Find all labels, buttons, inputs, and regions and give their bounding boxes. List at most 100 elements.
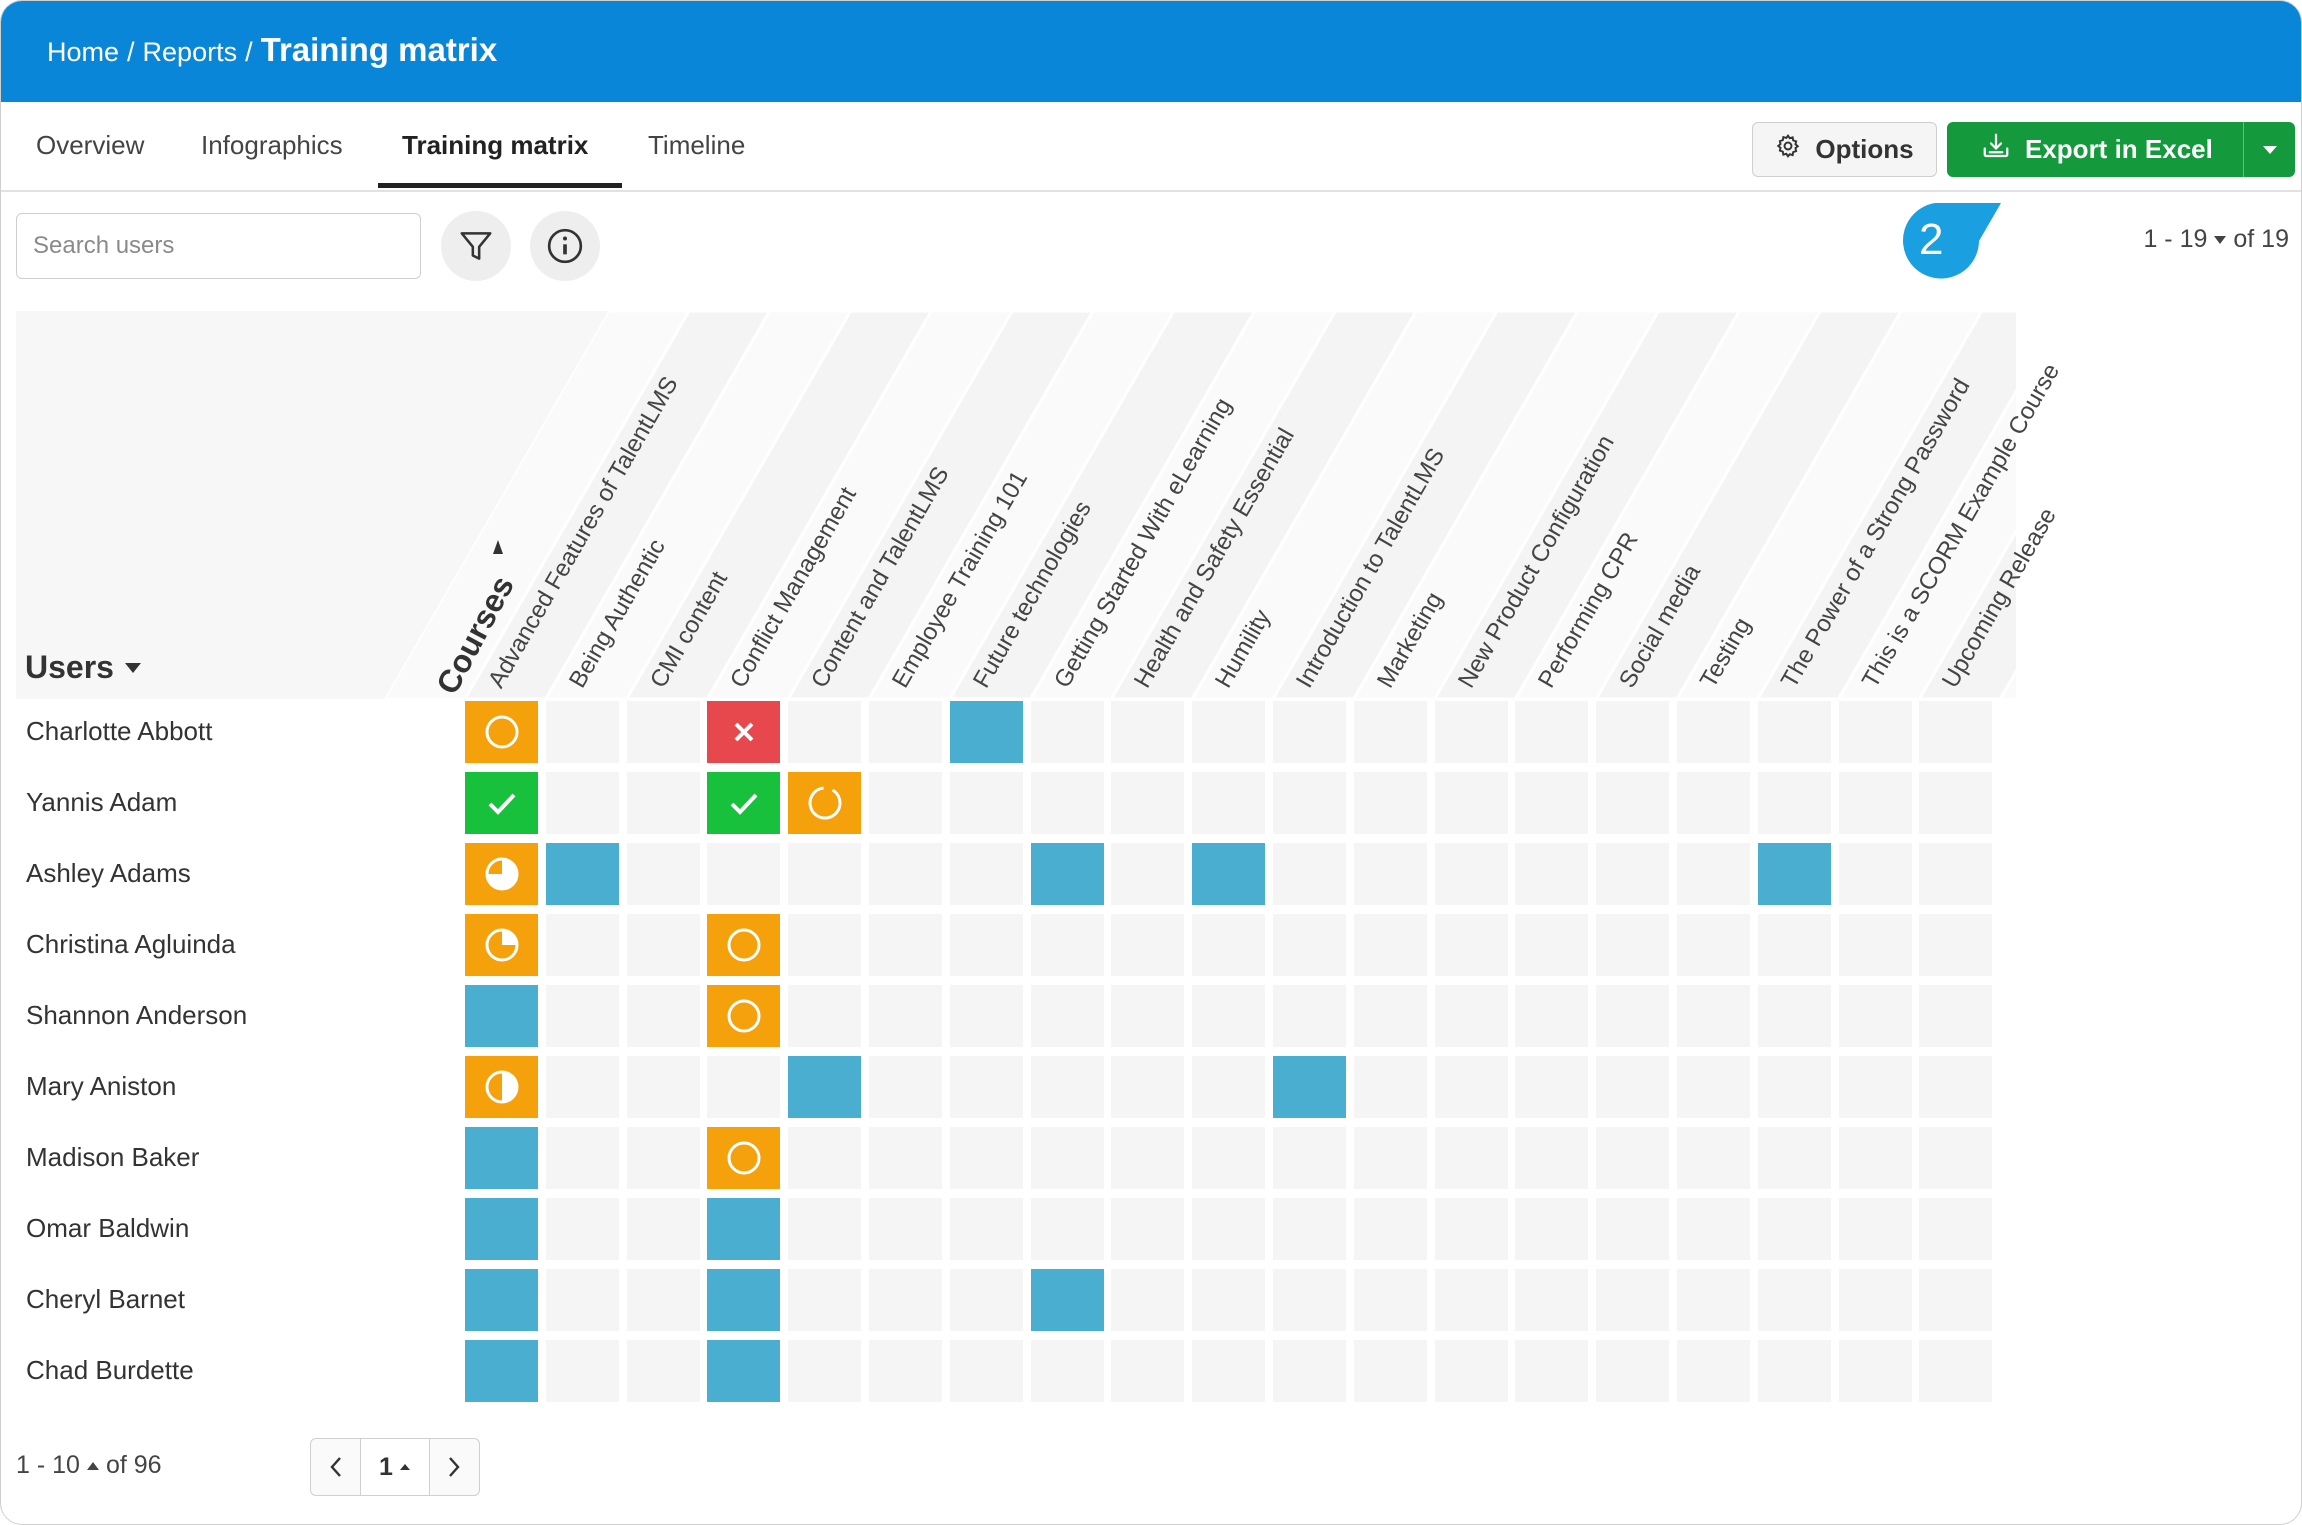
matrix-cell-in-progress[interactable] [465, 1056, 538, 1118]
matrix-cell-not-started[interactable] [465, 1340, 538, 1402]
matrix-cell-not-enrolled [545, 1198, 619, 1260]
progress-icon [485, 928, 518, 962]
matrix-cell-not-started[interactable] [707, 1340, 781, 1402]
matrix-cell-not-enrolled [1919, 1198, 1993, 1260]
caret-up-icon[interactable] [86, 1461, 100, 1471]
prev-page-button[interactable] [311, 1439, 362, 1495]
matrix-cell-not-enrolled [788, 1340, 862, 1402]
matrix-cell-not-started[interactable] [788, 1056, 862, 1118]
matrix-cell-completed[interactable] [465, 772, 538, 834]
caret-down-icon[interactable] [2213, 235, 2227, 245]
matrix-cell-not-started[interactable] [465, 1198, 538, 1260]
tab-infographics[interactable]: Infographics [201, 130, 343, 160]
export-in-excel-button[interactable]: Export in Excel [1947, 122, 2295, 177]
matrix-cell-not-enrolled [1273, 1340, 1346, 1402]
users-column-header[interactable]: Users [25, 649, 142, 686]
matrix-cell-not-started[interactable] [545, 843, 619, 905]
matrix-cell-not-started[interactable] [707, 1198, 781, 1260]
matrix-cell-not-enrolled [1353, 1198, 1427, 1260]
matrix-cell-not-started[interactable] [465, 1127, 538, 1189]
breadcrumb-reports[interactable]: Reports [142, 37, 238, 67]
filter-button[interactable] [441, 211, 511, 281]
users-range[interactable]: 1 - 10 [16, 1451, 80, 1479]
matrix-cell-not-enrolled [1596, 843, 1670, 905]
matrix-cell-not-started[interactable] [1030, 1269, 1104, 1331]
user-name[interactable]: Charlotte Abbott [26, 716, 213, 746]
matrix-cell-not-started[interactable] [1030, 843, 1104, 905]
matrix-cell-not-started[interactable] [949, 701, 1023, 763]
matrix-cell-not-enrolled [1030, 985, 1104, 1047]
matrix-cell-not-started[interactable] [465, 985, 538, 1047]
next-page-button[interactable] [430, 1439, 479, 1495]
matrix-cell-not-enrolled [949, 914, 1023, 976]
matrix-cell-not-enrolled [626, 914, 700, 976]
user-name[interactable]: Christina Agluinda [26, 929, 236, 959]
matrix-cell-not-enrolled [1677, 1056, 1750, 1118]
matrix-cell-not-enrolled [1111, 1127, 1185, 1189]
matrix-cell-not-enrolled [1919, 772, 1993, 834]
tab-overview[interactable]: Overview [36, 130, 145, 160]
matrix-cell-in-progress[interactable] [788, 772, 862, 834]
matrix-cell-not-enrolled [626, 1127, 700, 1189]
check-icon [730, 793, 758, 815]
user-name[interactable]: Omar Baldwin [26, 1213, 190, 1243]
export-dropdown-toggle[interactable] [2244, 145, 2295, 155]
options-button[interactable]: Options [1752, 122, 1937, 177]
matrix-cell-not-enrolled [949, 1269, 1023, 1331]
report-tabs: Overview Infographics Training matrix Ti… [1, 102, 2301, 192]
matrix-cell-not-enrolled [1838, 772, 1912, 834]
matrix-cell-failed[interactable] [707, 701, 781, 763]
user-name[interactable]: Cheryl Barnet [26, 1284, 185, 1314]
matrix-cell-not-enrolled [1838, 1056, 1912, 1118]
matrix-cell-not-enrolled [788, 985, 862, 1047]
matrix-cell-not-enrolled [1919, 985, 1993, 1047]
matrix-cell-in-progress[interactable] [465, 843, 538, 905]
info-button[interactable] [530, 211, 600, 281]
matrix-cell-in-progress[interactable] [707, 985, 781, 1047]
matrix-cell-not-enrolled [626, 701, 700, 763]
matrix-cell-not-enrolled [949, 1340, 1023, 1402]
matrix-cell-not-enrolled [1273, 985, 1346, 1047]
matrix-cell-not-enrolled [1192, 1127, 1266, 1189]
user-name[interactable]: Ashley Adams [26, 858, 191, 888]
matrix-cell-not-enrolled [1434, 843, 1508, 905]
matrix-cell-completed[interactable] [707, 772, 781, 834]
matrix-cell-not-enrolled [1677, 914, 1750, 976]
export-main-action[interactable]: Export in Excel [1947, 131, 2243, 168]
user-name[interactable]: Madison Baker [26, 1142, 200, 1172]
matrix-cell-in-progress[interactable] [707, 914, 781, 976]
matrix-cell-not-enrolled [1434, 1340, 1508, 1402]
chevron-left-icon [330, 1457, 341, 1477]
matrix-cell-not-started[interactable] [1273, 1056, 1346, 1118]
matrix-cell-not-started[interactable] [707, 1269, 781, 1331]
matrix-cell-not-enrolled [1273, 772, 1346, 834]
matrix-cell-not-enrolled [1596, 1269, 1670, 1331]
progress-icon [485, 857, 518, 891]
matrix-cell-not-enrolled [1596, 772, 1670, 834]
user-name[interactable]: Yannis Adam [26, 787, 178, 817]
matrix-cell-not-enrolled [1434, 985, 1508, 1047]
matrix-cell-not-enrolled [1757, 914, 1831, 976]
user-name[interactable]: Chad Burdette [26, 1355, 194, 1385]
matrix-cell-not-started[interactable] [1757, 843, 1831, 905]
matrix-cell-not-enrolled [1838, 701, 1912, 763]
matrix-cell-not-enrolled [869, 1127, 942, 1189]
matrix-cell-in-progress[interactable] [465, 914, 538, 976]
breadcrumb-home[interactable]: Home [47, 37, 120, 67]
matrix-cell-in-progress[interactable] [707, 1127, 781, 1189]
matrix-cell-not-enrolled [1757, 985, 1831, 1047]
current-page-select[interactable]: 1 [361, 1439, 430, 1495]
matrix-cell-not-enrolled [1515, 1127, 1589, 1189]
matrix-cell-not-enrolled [1838, 1269, 1912, 1331]
search-users-input[interactable] [16, 213, 421, 279]
user-name[interactable]: Shannon Anderson [26, 1000, 248, 1030]
matrix-cell-in-progress[interactable] [465, 701, 538, 763]
user-name[interactable]: Mary Aniston [26, 1071, 177, 1101]
matrix-cell-not-enrolled [626, 1340, 700, 1402]
matrix-cell-not-started[interactable] [465, 1269, 538, 1331]
courses-range[interactable]: 1 - 19 [2143, 225, 2208, 253]
tab-training-matrix[interactable]: Training matrix [402, 130, 589, 160]
matrix-cell-not-enrolled [869, 1269, 942, 1331]
matrix-cell-not-started[interactable] [1192, 843, 1266, 905]
tab-timeline[interactable]: Timeline [648, 130, 746, 160]
